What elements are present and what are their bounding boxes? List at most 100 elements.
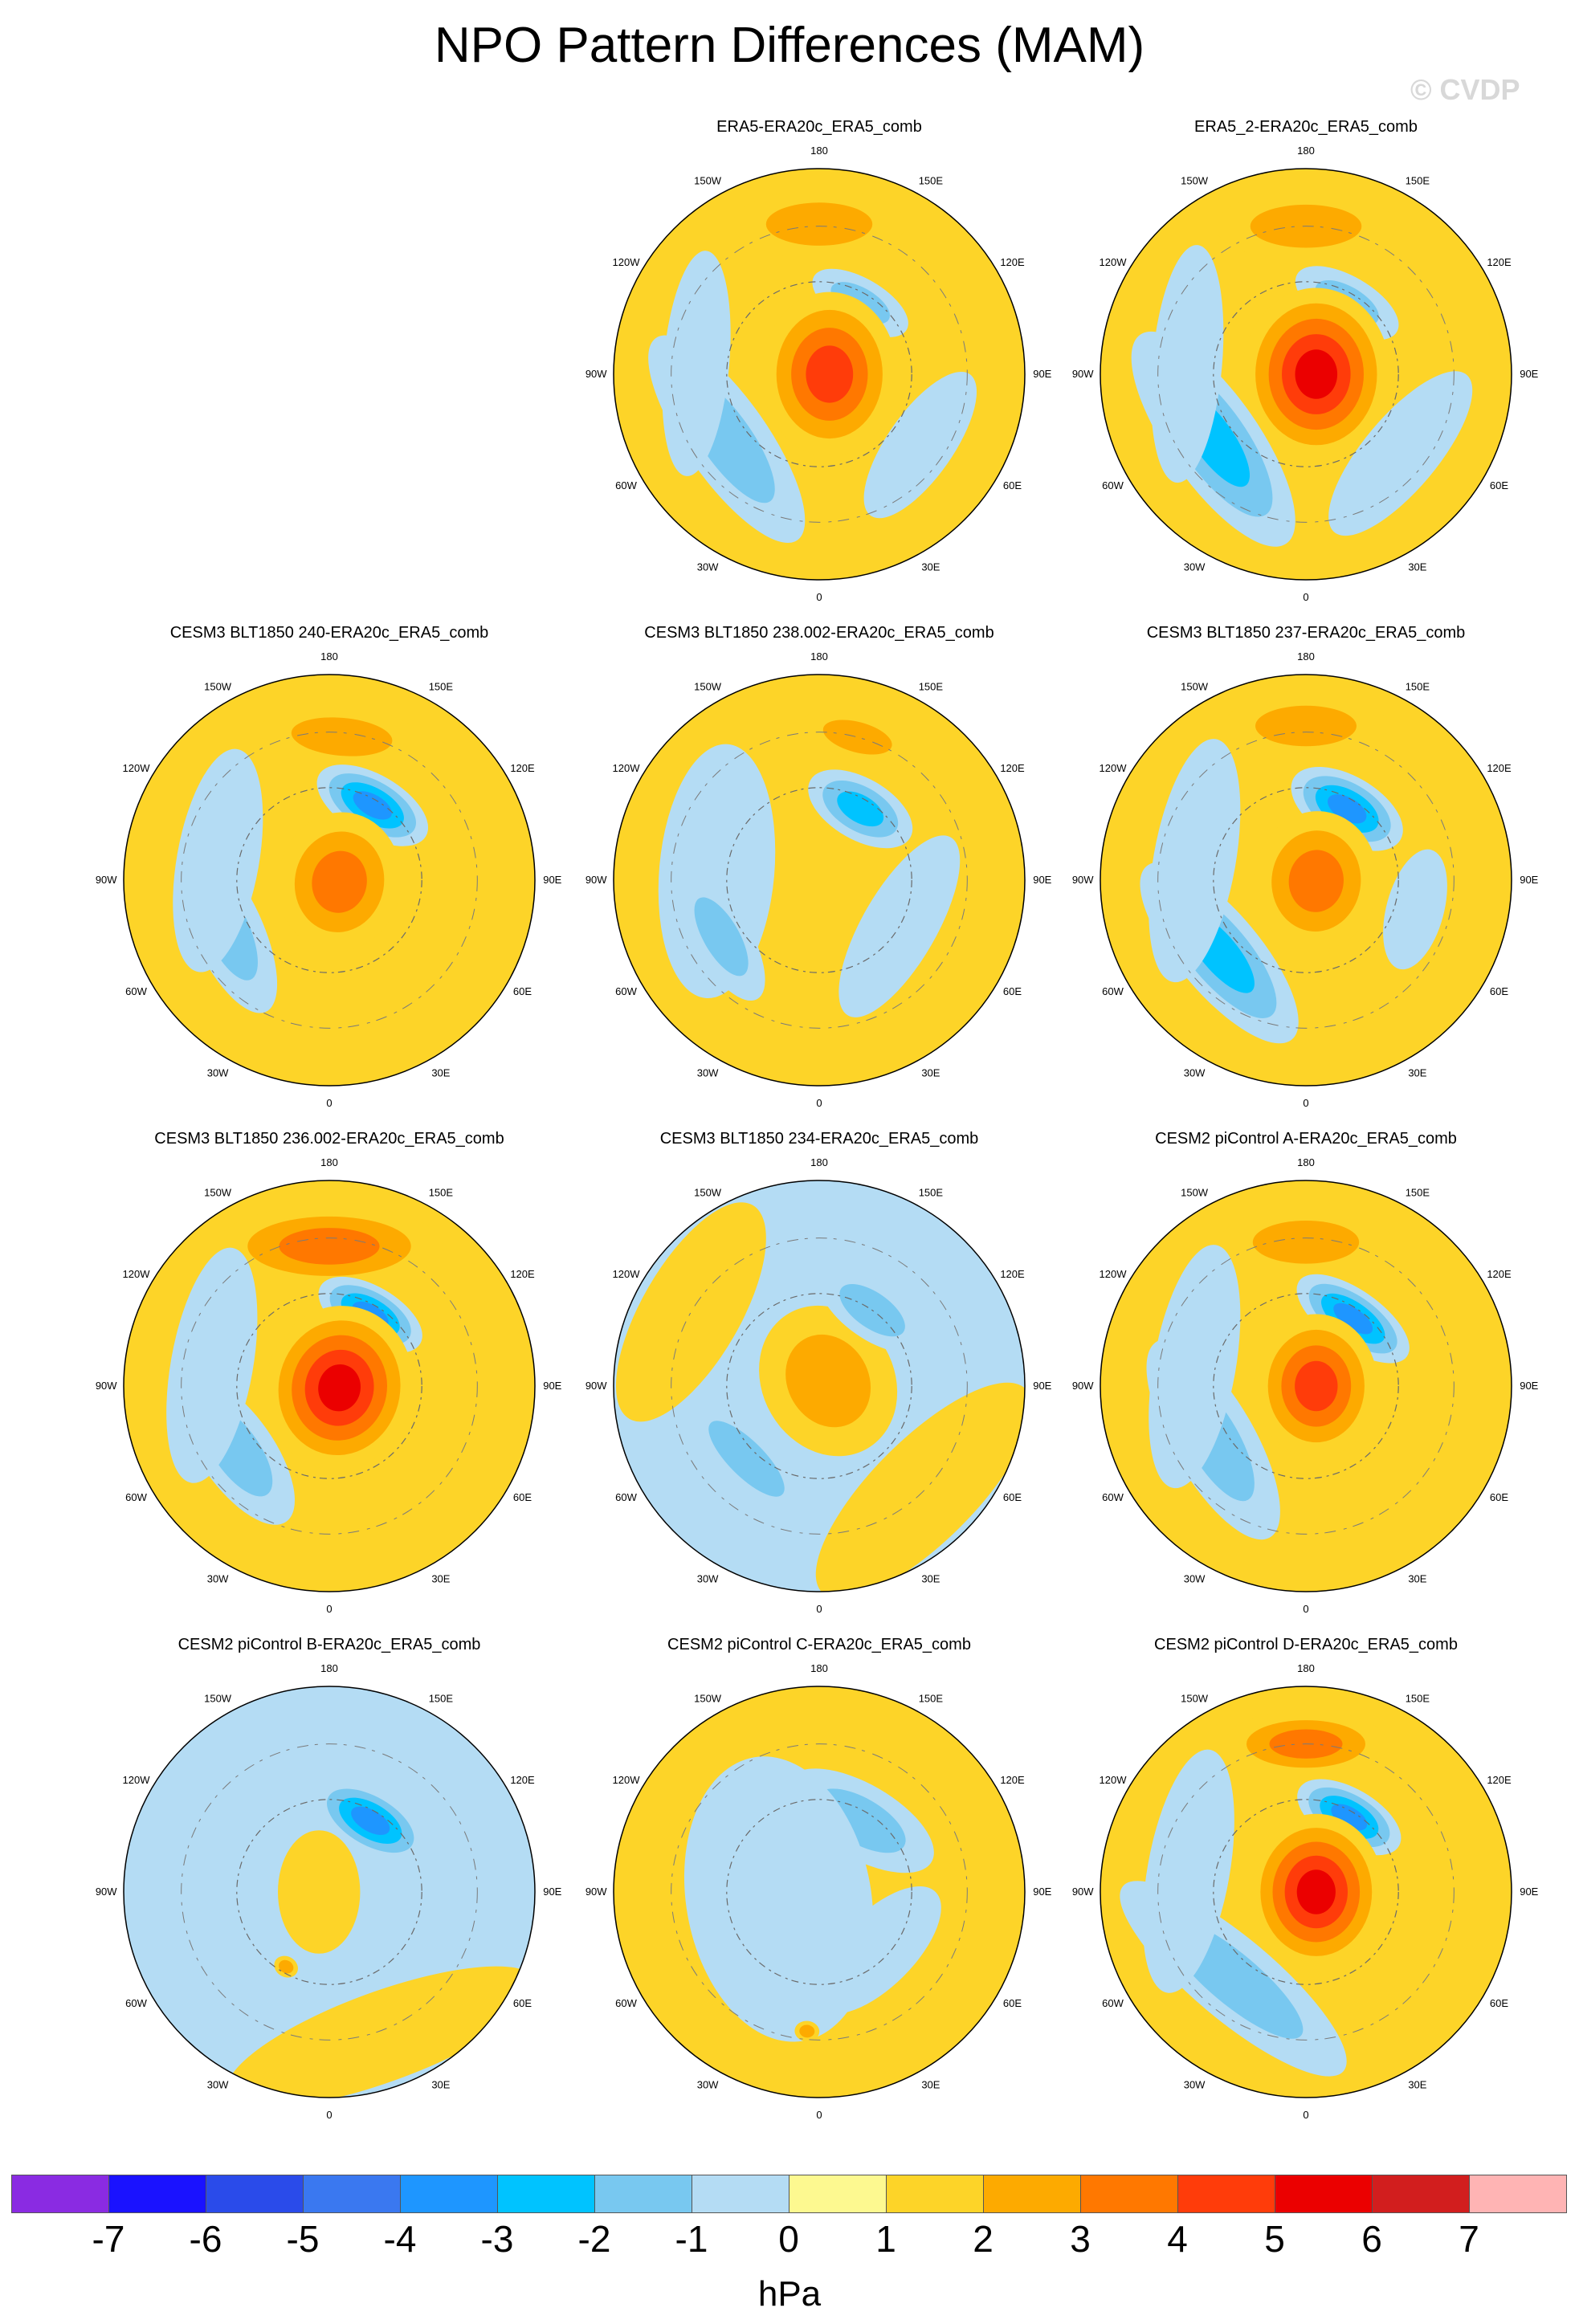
longitude-label: 150W (694, 175, 722, 187)
contour-region (1255, 705, 1357, 747)
coastline (181, 1237, 478, 1535)
map-border (1100, 1686, 1512, 2098)
longitude-label: 180 (320, 1662, 338, 1674)
longitude-label: 30W (207, 1573, 229, 1585)
coastline (1213, 787, 1399, 973)
colorbar-tick-label: 6 (1361, 2218, 1382, 2260)
coastline (236, 1293, 422, 1479)
contour-region (1296, 1869, 1336, 1914)
longitude-label: 120W (1100, 1268, 1128, 1280)
longitude-label: 30W (1184, 1573, 1206, 1585)
longitude-label: 60E (1003, 479, 1022, 491)
longitude-label: 30W (1184, 2079, 1206, 2091)
longitude-label: 90W (96, 874, 117, 886)
map-border (1100, 674, 1512, 1087)
colorbar-bin (1080, 2175, 1178, 2213)
polar-map: 180 150E 120E 90E 60E 30E 0 30W 60W 90W 120W 150W (585, 145, 1052, 603)
longitude-label: 120E (510, 1774, 535, 1786)
longitude-label: 150E (919, 175, 944, 187)
contour-region (1295, 349, 1338, 399)
longitude-label: 90E (543, 1886, 561, 1898)
panel-title: CESM2 piControl C-ERA20c_ERA5_comb (667, 1636, 971, 1653)
coastline (1157, 1743, 1455, 2041)
contour-region (1142, 1749, 1234, 1993)
map-border (613, 674, 1026, 1087)
longitude-label: 150W (1181, 1693, 1209, 1705)
contour-region (166, 1247, 258, 1483)
longitude-label: 30E (921, 561, 940, 573)
contour-region (312, 850, 367, 913)
longitude-label: 120W (613, 1774, 641, 1786)
longitude-label: 30W (1184, 561, 1206, 573)
contour-region (863, 371, 977, 519)
polar-map: 180 150E 120E 90E 60E 30E 0 30W 60W 90W 120W 150W (1072, 650, 1539, 1109)
longitude-label: 90E (1033, 874, 1051, 886)
longitude-label: 60E (1490, 479, 1508, 491)
contour-region (1333, 1303, 1373, 1335)
contour-region (837, 791, 884, 827)
longitude-label: 0 (816, 1097, 822, 1109)
map-border (123, 1686, 536, 2098)
longitude-label: 180 (810, 650, 828, 663)
longitude-label: 180 (810, 145, 828, 157)
map-border (613, 168, 1026, 581)
longitude-label: 60W (1102, 479, 1124, 491)
longitude-label: 30E (1408, 561, 1426, 573)
map-panel: CESM3 BLT1850 237-ERA20c_ERA5_comb 180 150… (1065, 623, 1547, 1121)
coastline (726, 1293, 912, 1479)
longitude-label: 30E (921, 1573, 940, 1585)
contour-region (1331, 1804, 1368, 1831)
map-border (613, 1686, 1026, 2098)
longitude-label: 60W (1102, 1997, 1124, 2009)
coastline (1157, 226, 1455, 523)
longitude-label: 0 (816, 2109, 822, 2121)
longitude-label: 150E (1406, 681, 1430, 693)
colorbar-tick-label: 5 (1264, 2218, 1285, 2260)
polar-map: 180 150E 120E 90E 60E 30E 0 30W 60W 90W 120W 150W (96, 1156, 562, 1615)
coastline (236, 787, 422, 973)
polar-map: 180 150E 120E 90E 60E 30E 0 30W 60W 90W 120W 150W (585, 1662, 1052, 2121)
map-panel: CESM3 BLT1850 234-ERA20c_ERA5_comb 180 150… (578, 1129, 1060, 1627)
longitude-label: 30E (1408, 1573, 1426, 1585)
coastline (726, 787, 912, 973)
longitude-label: 90W (96, 1886, 117, 1898)
longitude-label: 30E (431, 1067, 450, 1079)
contour-region (813, 1886, 941, 2014)
longitude-label: 150E (919, 1187, 944, 1199)
panel-title: CESM3 BLT1850 237-ERA20c_ERA5_comb (1146, 624, 1466, 642)
longitude-label: 180 (1297, 1156, 1315, 1168)
longitude-label: 30W (207, 2079, 229, 2091)
longitude-label: 60E (1490, 985, 1508, 997)
colorbar-bin (1372, 2175, 1470, 2213)
colorbar-tick-label: -2 (577, 2218, 611, 2260)
contour-region (1149, 739, 1241, 983)
map-border (123, 674, 536, 1087)
colorbar (11, 2175, 1567, 2213)
longitude-label: 180 (810, 1662, 828, 1674)
longitude-label: 150E (919, 1693, 944, 1705)
longitude-label: 120W (1100, 1774, 1128, 1786)
longitude-label: 60E (513, 1997, 532, 2009)
longitude-label: 120E (1000, 1268, 1025, 1280)
map-panel: CESM2 piControl A-ERA20c_ERA5_comb 180 150… (1065, 1129, 1547, 1627)
longitude-label: 30W (207, 1067, 229, 1079)
longitude-label: 60W (1102, 985, 1124, 997)
longitude-label: 30E (921, 1067, 940, 1079)
longitude-label: 90E (1520, 874, 1538, 886)
map-border (123, 1180, 536, 1592)
longitude-label: 120E (1487, 1268, 1512, 1280)
longitude-label: 120W (123, 1774, 151, 1786)
longitude-label: 60W (615, 479, 637, 491)
polar-map: 180 150E 120E 90E 60E 30E 0 30W 60W 90W 120W 150W (1072, 1156, 1539, 1615)
colorbar-tick-label: -7 (92, 2218, 125, 2260)
coastline (181, 1743, 478, 2041)
colorbar-bin (1275, 2175, 1373, 2213)
longitude-label: 90E (543, 874, 561, 886)
map-border (1100, 1180, 1512, 1592)
colorbar-tick-label: -1 (675, 2218, 708, 2260)
coastline (726, 281, 912, 467)
colorbar-units: hPa (757, 2274, 822, 2314)
longitude-label: 30W (697, 2079, 719, 2091)
colorbar-tick-label: -3 (480, 2218, 514, 2260)
longitude-label: 90E (1033, 1380, 1051, 1392)
